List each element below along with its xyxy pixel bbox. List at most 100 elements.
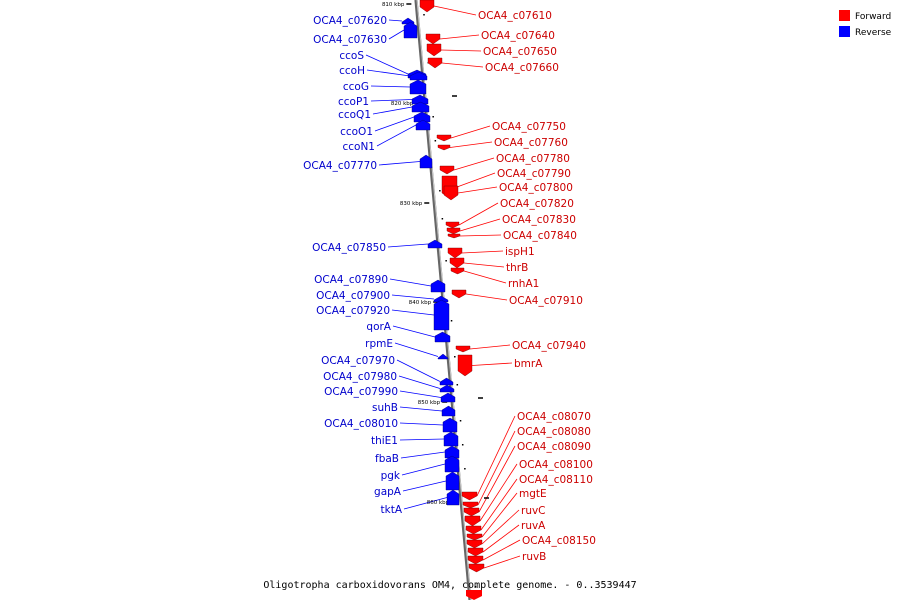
- axis-tick-label: 860 kbp: [427, 500, 450, 506]
- axis-tick-label: 830 kbp: [400, 201, 423, 207]
- forward-gene-arrow: [446, 227, 461, 235]
- forward-gene-leader: [479, 463, 518, 522]
- forward-gene-arrow: [464, 515, 481, 527]
- forward-gene-label: OCA4_c08080: [517, 426, 591, 438]
- forward-gene-leader: [482, 524, 520, 553]
- reverse-gene-arrow: [433, 295, 449, 303]
- axis-minor-tick: [456, 384, 459, 386]
- forward-gene-arrow: [451, 289, 467, 299]
- forward-gene-label: OCA4_c07910: [509, 295, 583, 307]
- forward-gene-arrow: [461, 491, 478, 501]
- axis-tick-label: 840 kbp: [409, 300, 432, 306]
- reverse-gene-label: OCA4_c07620: [313, 15, 387, 27]
- reverse-gene-label: OCA4_c07970: [321, 355, 395, 367]
- legend-label: Forward: [855, 12, 891, 22]
- forward-gene-leader: [465, 293, 508, 301]
- reverse-gene-leader: [396, 359, 441, 382]
- axis-minor-tick: [461, 444, 464, 446]
- reverse-gene-arrow: [411, 101, 430, 113]
- forward-gene-arrow: [450, 267, 465, 275]
- forward-gene-arrow: [443, 185, 459, 201]
- forward-gene-arrow: [426, 43, 442, 57]
- reverse-gene-leader: [398, 375, 441, 389]
- forward-gene-leader: [476, 415, 516, 497]
- reverse-gene-label: OCA4_c07990: [324, 386, 398, 398]
- forward-gene-leader: [441, 62, 484, 68]
- reverse-gene-leader: [400, 451, 446, 459]
- forward-gene-leader: [461, 250, 504, 254]
- reverse-gene-leader: [374, 116, 415, 132]
- reverse-gene-arrow: [446, 489, 460, 506]
- forward-gene-label: OCA4_c07790: [497, 168, 571, 180]
- reverse-gene-label: pgk: [381, 470, 401, 482]
- forward-gene-arrow: [465, 525, 482, 535]
- forward-gene-arrow: [466, 539, 483, 549]
- reverse-gene-arrow: [413, 111, 431, 123]
- reverse-gene-label: OCA4_c07770: [303, 160, 377, 172]
- axis-tick-label: 850 kbp: [418, 400, 441, 406]
- reverse-gene-label: fbaB: [375, 453, 399, 465]
- reverse-gene-leader: [370, 85, 411, 88]
- forward-gene-label: OCA4_c07800: [499, 182, 573, 194]
- forward-gene-leader: [471, 362, 513, 366]
- reverse-gene-leader: [403, 497, 448, 510]
- leader-lines: [365, 5, 521, 569]
- legend-swatch: [839, 26, 850, 37]
- reverse-gene-leader: [389, 278, 432, 287]
- legend: Forward Reverse: [839, 10, 892, 38]
- forward-gene-arrow: [466, 590, 482, 600]
- reverse-gene-leader: [399, 406, 443, 412]
- axis-minor-tick: [423, 14, 425, 16]
- forward-gene-leader: [469, 344, 511, 350]
- reverse-gene-leader: [401, 463, 446, 476]
- forward-gene-arrow: [455, 345, 471, 353]
- forward-gene-arrow: [462, 501, 479, 509]
- axis-minor-tick: [441, 218, 444, 220]
- axis-minor-tick: [434, 140, 437, 142]
- reverse-gene-label: OCA4_c07980: [323, 371, 397, 383]
- forward-gene-arrow: [445, 221, 460, 229]
- forward-gene-label: mgtE: [519, 488, 547, 500]
- reverse-gene-label: OCA4_c07850: [312, 242, 386, 254]
- reverse-gene-label: ccoO1: [340, 126, 373, 138]
- reverse-gene-leader: [388, 19, 403, 22]
- reverse-gene-label: OCA4_c07920: [316, 305, 390, 317]
- forward-gene-leader: [450, 125, 491, 139]
- reverse-gene-arrow: [411, 94, 429, 105]
- reverse-gene-arrow: [409, 71, 428, 81]
- reverse-gene-label: suhB: [372, 402, 398, 414]
- reverse-gene-leader: [372, 106, 413, 115]
- reverse-gene-label: thiE1: [371, 435, 398, 447]
- forward-gene-arrow: [436, 134, 452, 142]
- axis-tick-label: 810 kbp: [382, 2, 405, 8]
- axis-minor-tick: [474, 586, 477, 588]
- gene-features: [401, 0, 485, 600]
- reverse-gene-label: tktA: [381, 504, 403, 516]
- forward-gene-label: OCA4_c08070: [517, 411, 591, 423]
- reverse-gene-label: OCA4_c07630: [313, 34, 387, 46]
- reverse-gene-arrow: [427, 239, 443, 249]
- forward-gene-leader: [449, 141, 493, 148]
- forward-gene-arrow: [457, 354, 473, 377]
- axis-tick-label: 820 kbp: [391, 101, 414, 107]
- reverse-gene-arrow: [403, 21, 418, 39]
- forward-gene-label: OCA4_c07830: [502, 214, 576, 226]
- forward-gene-leader: [440, 49, 482, 52]
- forward-gene-arrow: [425, 33, 441, 45]
- forward-gene-arrow: [427, 57, 443, 69]
- axis-minor-tick: [450, 320, 453, 322]
- forward-gene-label: rnhA1: [508, 278, 539, 290]
- reverse-gene-arrow: [445, 471, 460, 491]
- reverse-gene-label: gapA: [374, 486, 402, 498]
- reverse-gene-arrow: [444, 455, 460, 473]
- reverse-gene-leader: [376, 124, 417, 147]
- reverse-gene-arrow: [442, 417, 458, 433]
- reverse-gene-label: OCA4_c08010: [324, 418, 398, 430]
- reverse-gene-label: ccoG: [343, 81, 369, 93]
- reverse-gene-arrow: [419, 154, 433, 169]
- reverse-gene-leader: [391, 294, 435, 300]
- reverse-gene-arrow: [441, 405, 456, 417]
- reverse-gene-leader: [388, 29, 405, 40]
- reverse-gene-leader: [366, 69, 411, 77]
- reverse-gene-label: ccoN1: [342, 141, 375, 153]
